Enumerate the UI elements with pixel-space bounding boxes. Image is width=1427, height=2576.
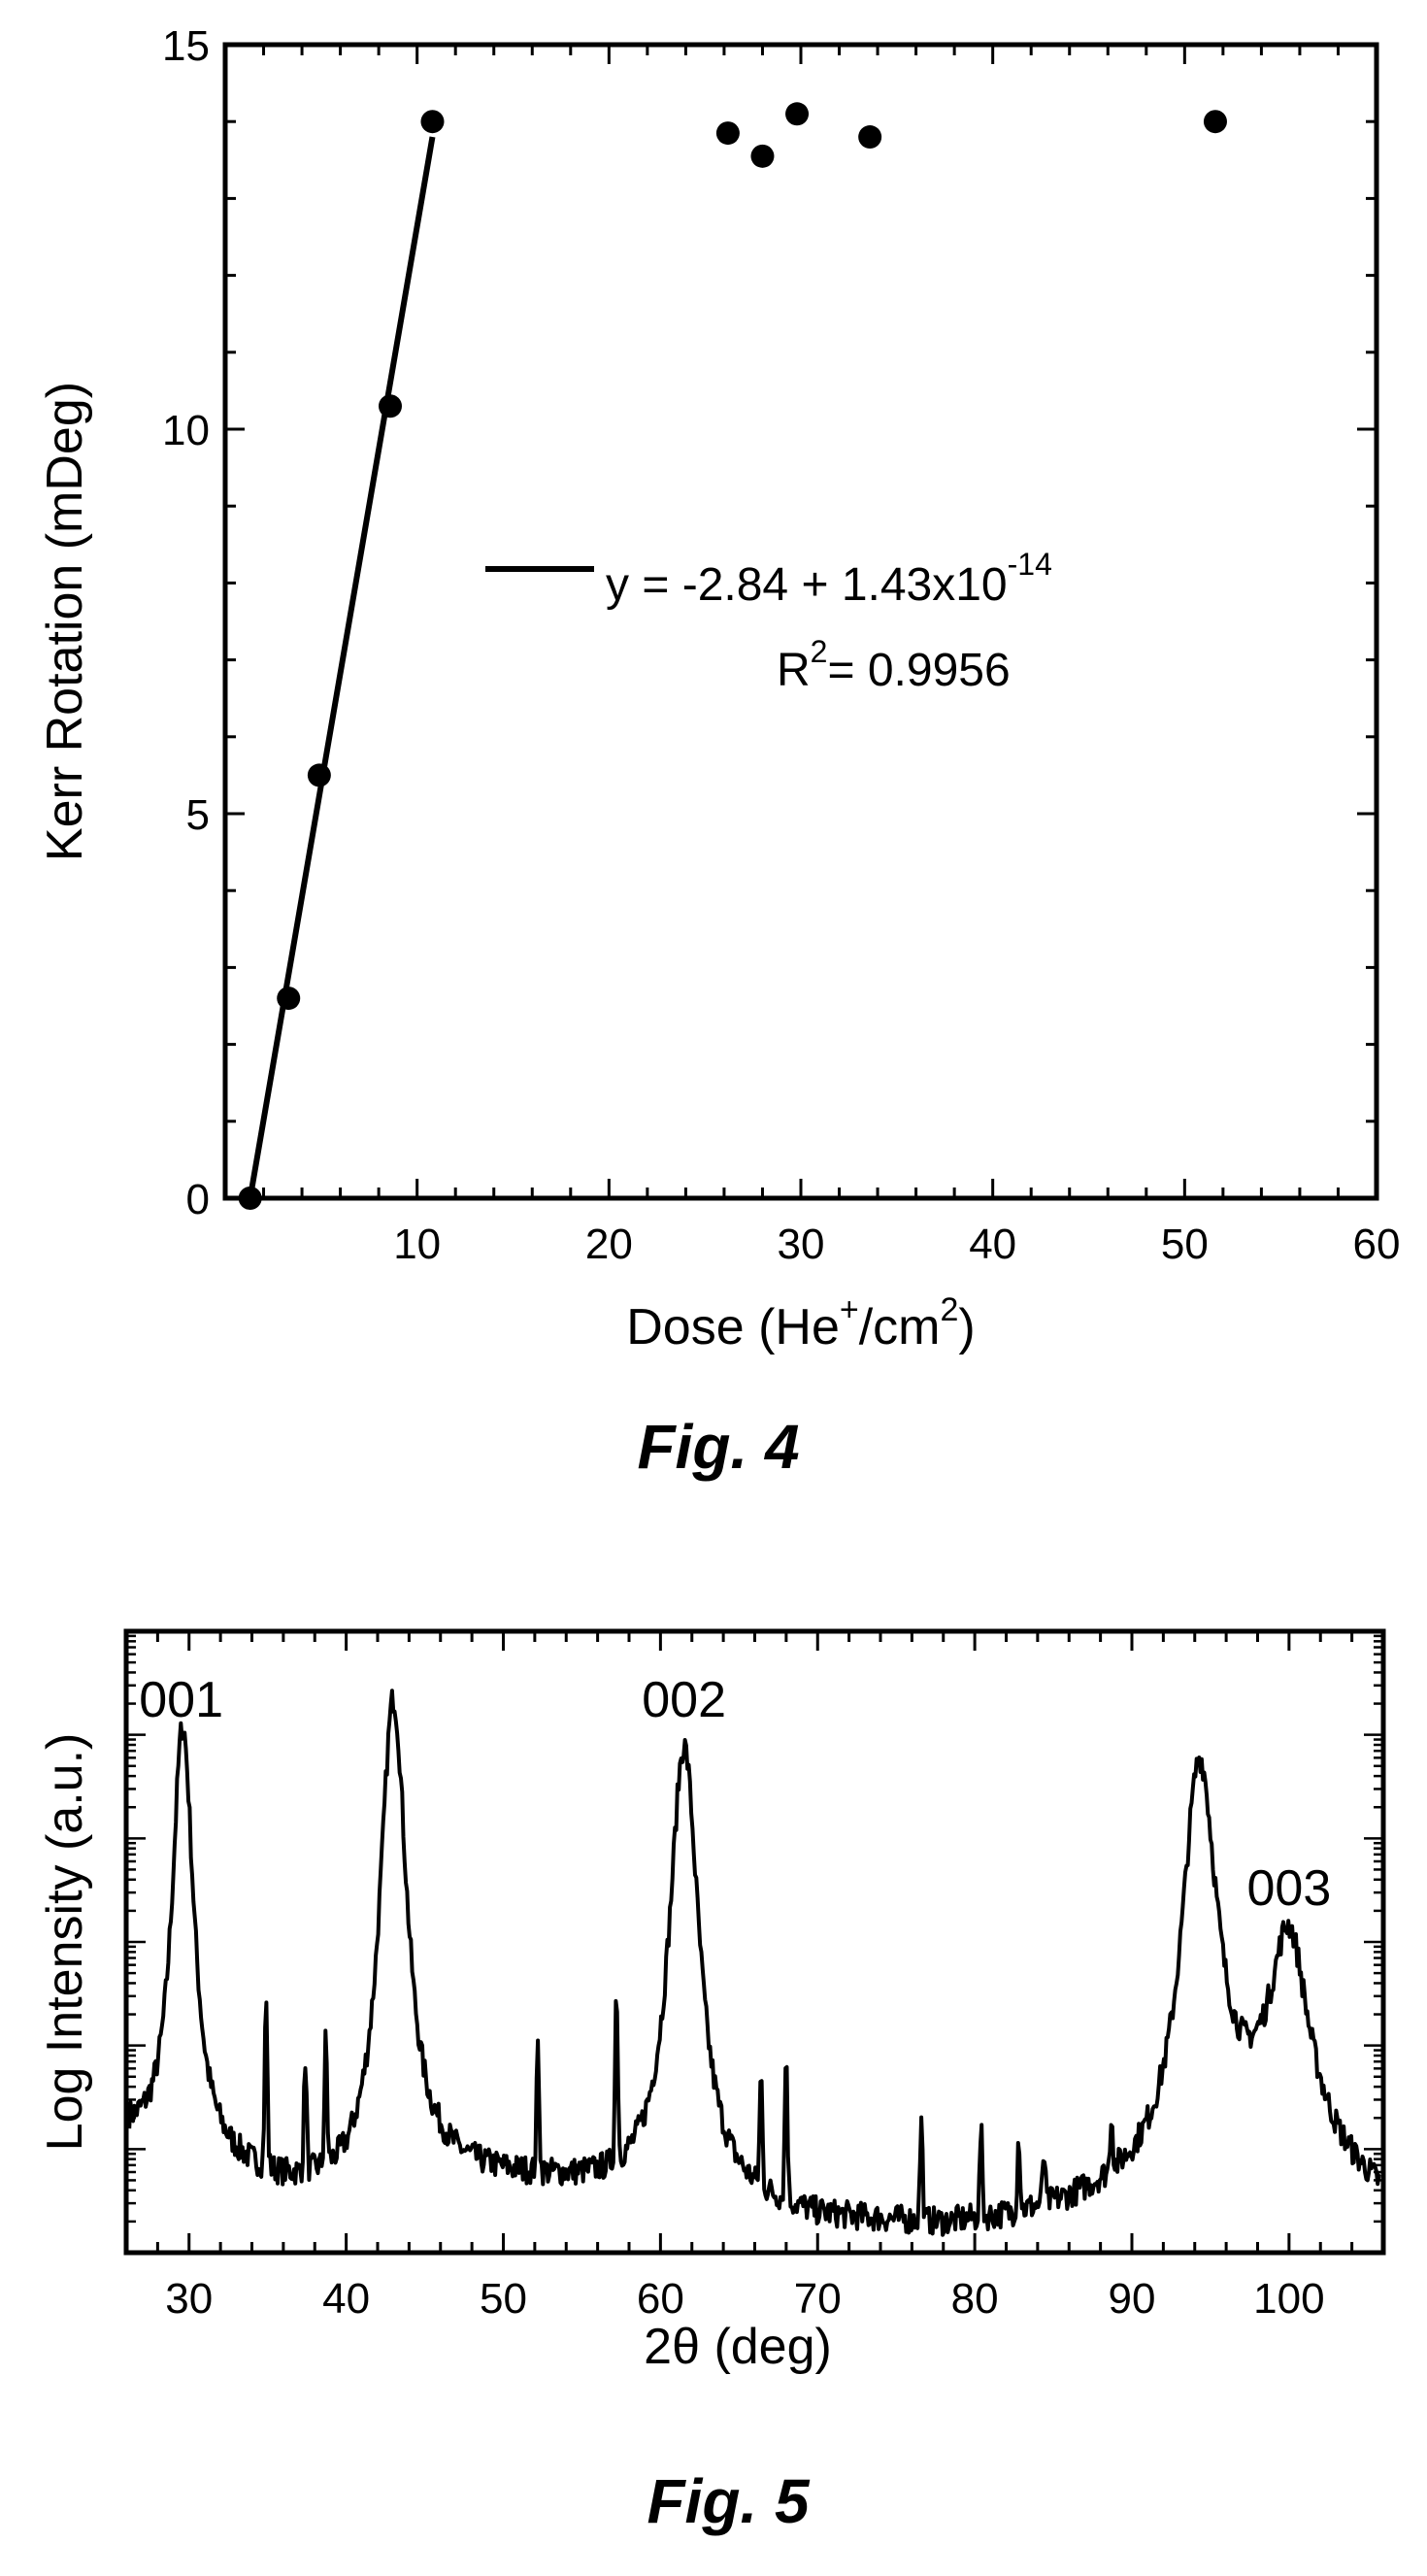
xrd-intensity-curve xyxy=(127,1689,1381,2237)
x-tick-label: 30 xyxy=(165,2275,213,2323)
fig4-y-axis-label: Kerr Rotation (mDeg) xyxy=(37,382,93,861)
x-tick-label: 60 xyxy=(637,2275,684,2323)
fig4-caption: Fig. 4 xyxy=(637,1412,799,1482)
x-tick-label: 70 xyxy=(794,2275,842,2323)
y-tick-label: 0 xyxy=(186,1176,210,1223)
y-tick-label: 10 xyxy=(162,407,210,454)
xrd-chart: 30 40 50 60 70 80 90 100 001 002 003 2θ (deg) Log… xyxy=(37,1628,1386,2536)
x-tick-label: 90 xyxy=(1109,2275,1156,2323)
kerr-rotation-chart: 10 20 30 40 50 60 0 5 10 15 y = -2.84 + 1.43x10-1… xyxy=(37,22,1400,1482)
x-tick-label: 50 xyxy=(1161,1221,1209,1268)
x-tick-label: 60 xyxy=(1353,1221,1401,1268)
peak-label: 001 xyxy=(139,1672,223,1728)
y-tick-label: 15 xyxy=(162,22,210,70)
x-tick-label: 80 xyxy=(951,2275,999,2323)
fit-line xyxy=(247,136,436,1199)
fig5-caption: Fig. 5 xyxy=(647,2466,811,2536)
fig4-x-axis-label: Dose (He+/cm2) xyxy=(626,1291,976,1355)
fig5-x-axis-label: 2θ (deg) xyxy=(644,2319,832,2375)
data-point xyxy=(858,125,882,150)
x-tick-label: 100 xyxy=(1253,2275,1324,2323)
x-tick-label: 20 xyxy=(585,1221,633,1268)
data-point xyxy=(785,102,810,126)
data-point xyxy=(750,144,775,168)
x-tick-label: 30 xyxy=(778,1221,825,1268)
x-tick-label: 40 xyxy=(322,2275,370,2323)
data-point xyxy=(420,110,445,134)
fig4-plot-frame xyxy=(222,42,1379,1201)
legend-equation: y = -2.84 + 1.43x10-14 xyxy=(606,547,1052,611)
data-point xyxy=(715,121,740,146)
legend-r-squared: R2= 0.9956 xyxy=(777,634,1011,696)
x-tick-label: 40 xyxy=(969,1221,1016,1268)
peak-label: 003 xyxy=(1246,1860,1331,1917)
fig5-y-axis-label: Log Intensity (a.u.) xyxy=(37,1733,93,2152)
y-tick-label: 5 xyxy=(186,791,210,839)
data-point xyxy=(1203,110,1227,134)
x-tick-label: 50 xyxy=(480,2275,527,2323)
peak-label: 002 xyxy=(642,1672,726,1728)
x-tick-label: 10 xyxy=(393,1221,441,1268)
